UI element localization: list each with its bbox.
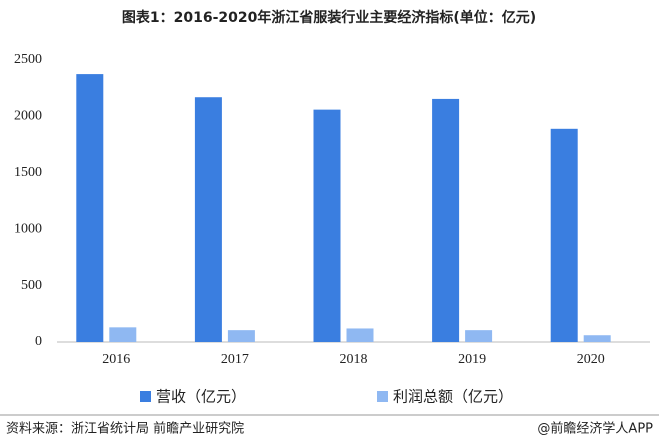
x-tick-label: 2017: [221, 352, 249, 367]
bar: [194, 97, 222, 342]
bar: [583, 335, 611, 342]
legend-label: 营收（亿元）: [156, 388, 246, 406]
bar: [550, 128, 578, 342]
x-tick-label: 2016: [102, 352, 130, 367]
y-tick-label: 500: [21, 278, 42, 293]
bar: [76, 74, 104, 342]
bar: [109, 327, 137, 342]
legend-swatch: [377, 391, 388, 402]
y-tick-label: 2500: [14, 52, 42, 67]
bar: [465, 330, 493, 342]
x-tick-label: 2020: [577, 352, 605, 367]
source: 资料来源：浙江省统计局 前瞻产业研究院: [6, 421, 244, 437]
bar: [313, 109, 341, 342]
x-tick-label: 2019: [458, 352, 486, 367]
credit: @前瞻经济学人APP: [537, 421, 653, 437]
y-tick-label: 1500: [14, 165, 42, 180]
x-tick-label: 2018: [340, 352, 368, 367]
y-tick-label: 1000: [14, 221, 42, 236]
bar: [432, 98, 460, 342]
legend-label: 利润总额（亿元）: [393, 388, 513, 406]
y-tick-label: 0: [35, 334, 42, 349]
chart-title: 图表1：2016-2020年浙江省服装行业主要经济指标(单位：亿元): [122, 9, 536, 26]
bar: [227, 330, 255, 342]
y-tick-label: 2000: [14, 109, 42, 124]
legend-swatch: [140, 391, 151, 402]
bar: [346, 328, 374, 342]
